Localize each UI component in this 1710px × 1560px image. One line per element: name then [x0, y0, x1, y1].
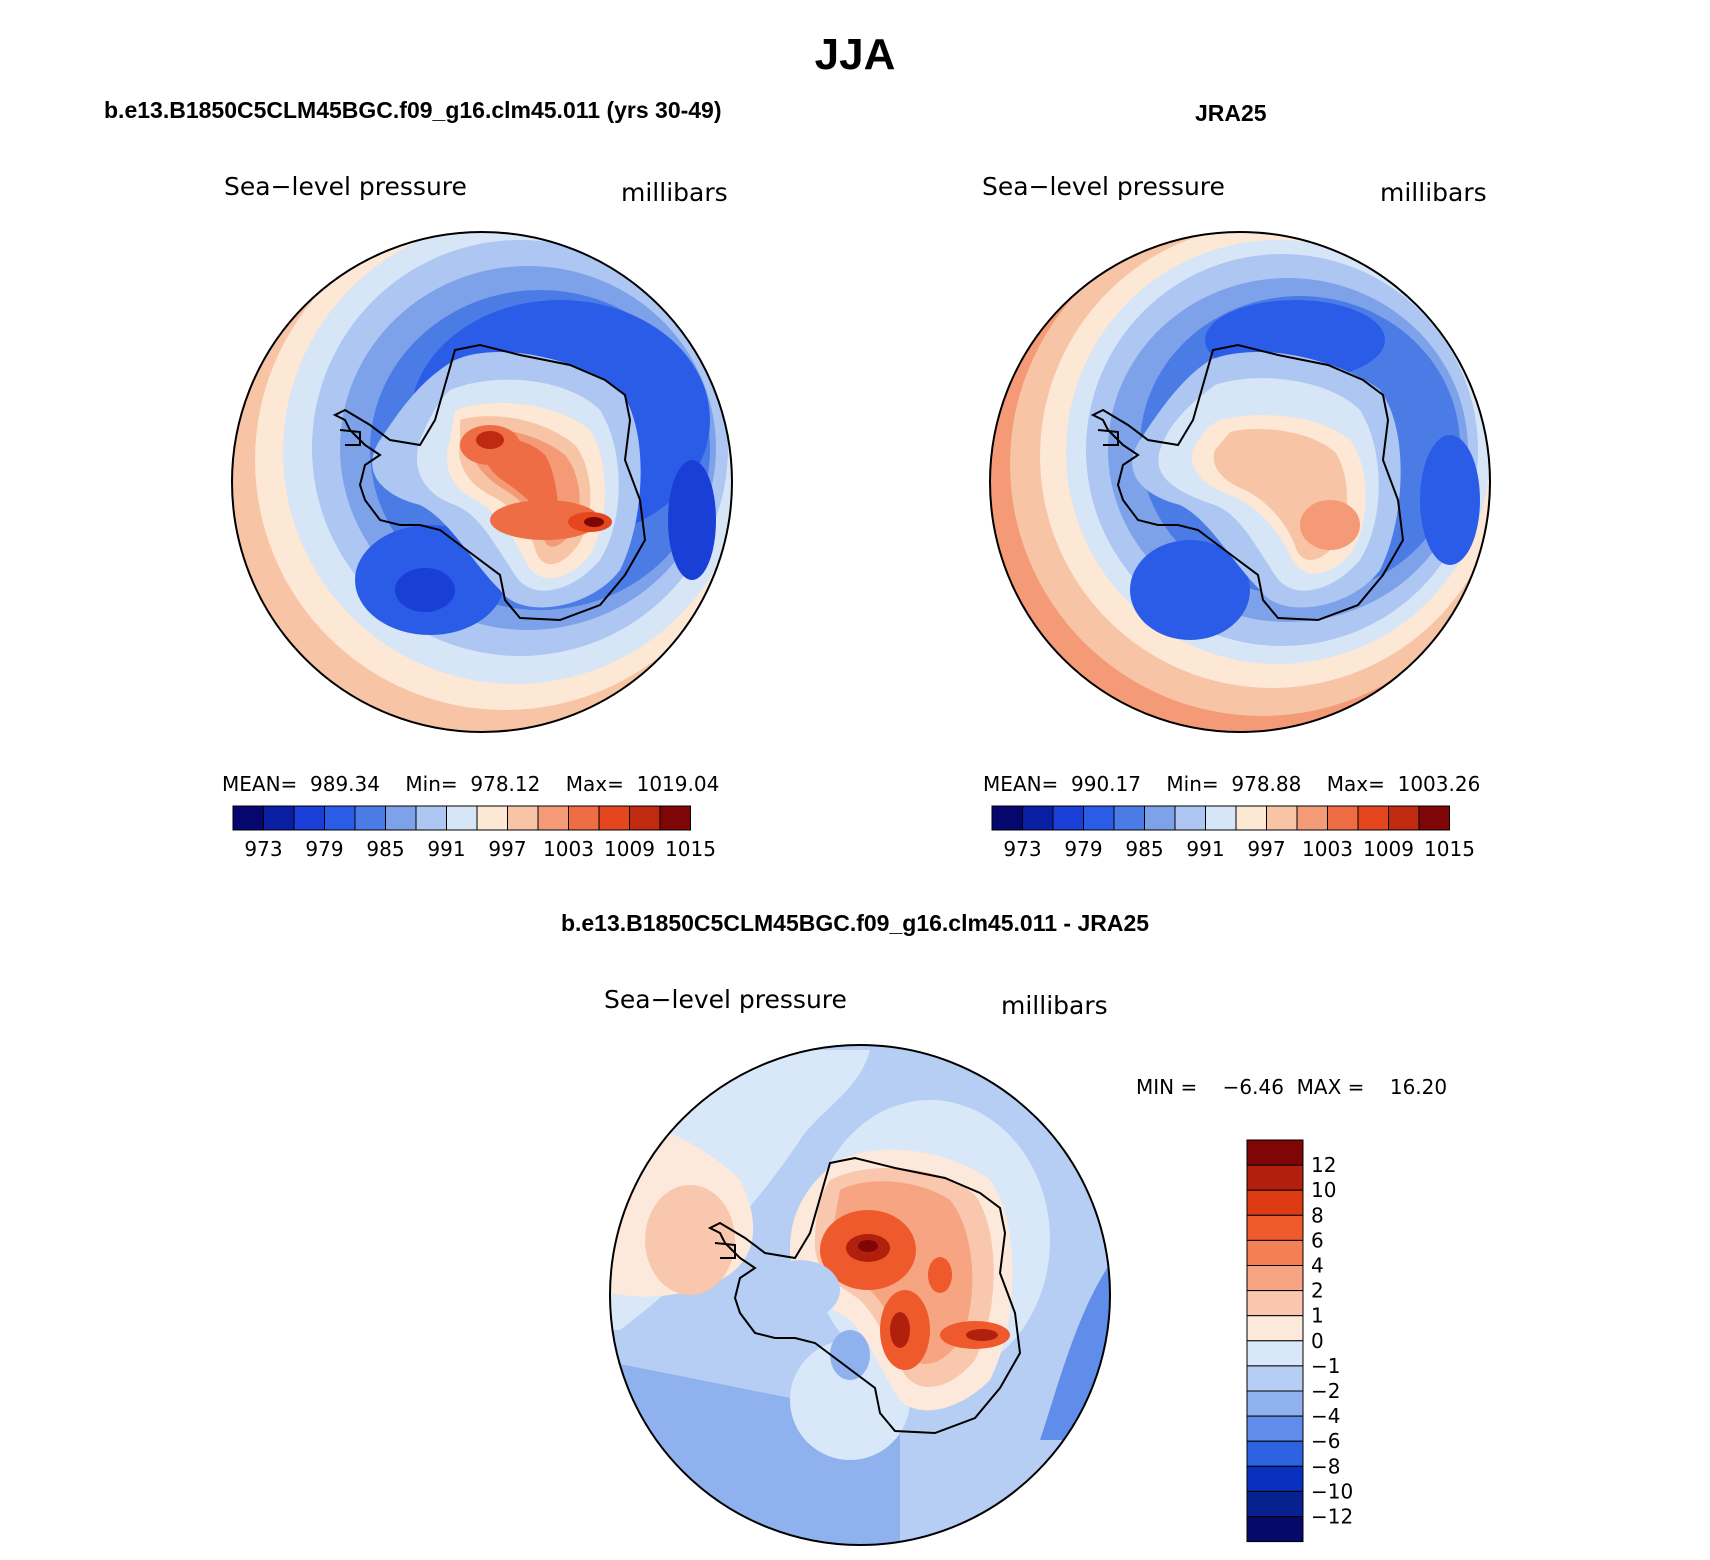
- colorbar-tick-label: 1003: [1302, 837, 1353, 861]
- panel-1-units-label: millibars: [621, 178, 728, 207]
- colorbar-swatch: [1246, 1290, 1304, 1317]
- colorbar-swatch: [1266, 805, 1298, 831]
- colorbar-tick-label: 0: [1311, 1329, 1324, 1353]
- colorbar-swatch: [1052, 805, 1084, 831]
- colorbar-swatch: [1246, 1415, 1304, 1442]
- colorbar-swatch: [1246, 1516, 1304, 1543]
- colorbar-tick-label: 1: [1311, 1304, 1324, 1328]
- colorbar-tick-label: 985: [366, 837, 404, 861]
- colorbar-swatch: [1388, 805, 1420, 831]
- colorbar-swatch: [324, 805, 356, 831]
- colorbar-tick-label: 973: [1003, 837, 1041, 861]
- panel-3-title: b.e13.B1850C5CLM45BGC.f09_g16.clm45.011 …: [560, 910, 1150, 936]
- panel-1-colorbar: 973 979 985 991 997 1003 1009 1015: [232, 805, 716, 861]
- colorbar-tick-label: 991: [427, 837, 465, 861]
- colorbar-tick-label: 997: [1247, 837, 1285, 861]
- colorbar-tick-label: 985: [1125, 837, 1163, 861]
- colorbar-tick-label: 2: [1311, 1279, 1324, 1303]
- page-title: JJA: [814, 30, 896, 79]
- colorbar-swatch: [476, 805, 508, 831]
- panel-2-units-label: millibars: [1380, 178, 1487, 207]
- colorbar-swatch: [1246, 1390, 1304, 1417]
- colorbar-tick-label: 6: [1311, 1228, 1324, 1252]
- colorbar-tick-label: −2: [1311, 1379, 1340, 1403]
- colorbar-swatch: [354, 805, 386, 831]
- colorbar-swatch: [263, 805, 295, 831]
- colorbar-swatch: [1246, 1265, 1304, 1292]
- colorbar-swatch: [1296, 805, 1328, 831]
- colorbar-swatch: [659, 805, 691, 831]
- colorbar-tick-label: 1003: [543, 837, 594, 861]
- colorbar-swatch: [1246, 1189, 1304, 1216]
- colorbar-tick-label: 10: [1311, 1178, 1336, 1202]
- colorbar-tick-label: −10: [1311, 1479, 1353, 1503]
- colorbar-swatch: [1418, 805, 1450, 831]
- colorbar-swatch: [1246, 1440, 1304, 1467]
- colorbar-tick-label: −4: [1311, 1404, 1340, 1428]
- colorbar-tick-label: 973: [244, 837, 282, 861]
- colorbar-swatch: [1174, 805, 1206, 831]
- colorbar-swatch: [1246, 1365, 1304, 1392]
- colorbar-swatch: [1246, 1465, 1304, 1492]
- colorbar-swatch: [598, 805, 630, 831]
- colorbar-swatch: [293, 805, 325, 831]
- colorbar-tick-label: 979: [1064, 837, 1102, 861]
- panel-1-variable-label: Sea−level pressure: [224, 172, 467, 201]
- colorbar-swatch: [1235, 805, 1267, 831]
- panel-2-stats: MEAN= 990.17 Min= 978.88 Max= 1003.26: [983, 772, 1481, 796]
- colorbar-tick-label: −12: [1311, 1505, 1353, 1529]
- colorbar-swatch: [1022, 805, 1054, 831]
- colorbar-tick-label: 1009: [604, 837, 655, 861]
- colorbar-swatch: [446, 805, 478, 831]
- panel-2-variable-label: Sea−level pressure: [982, 172, 1225, 201]
- panel-3-units-label: millibars: [1001, 991, 1108, 1020]
- colorbar-swatch: [385, 805, 417, 831]
- colorbar-tick-label: 4: [1311, 1254, 1324, 1278]
- colorbar-tick-label: 997: [488, 837, 526, 861]
- panel-3-variable-label: Sea−level pressure: [604, 985, 847, 1014]
- colorbar-swatch: [1246, 1164, 1304, 1191]
- colorbar-tick-label: 1009: [1363, 837, 1414, 861]
- colorbar-swatch: [1246, 1239, 1304, 1267]
- panel-1-title: b.e13.B1850C5CLM45BGC.f09_g16.clm45.011 …: [104, 97, 722, 123]
- panel-1-stats: MEAN= 989.34 Min= 978.12 Max= 1019.04: [222, 772, 720, 796]
- colorbar-swatch: [537, 805, 569, 831]
- colorbar-swatch: [1144, 805, 1176, 831]
- colorbar-tick-label: −6: [1311, 1429, 1340, 1453]
- colorbar-swatch: [1113, 805, 1145, 831]
- colorbar-tick-label: 979: [305, 837, 343, 861]
- colorbar-tick-label: −1: [1311, 1354, 1340, 1378]
- colorbar-swatch: [1246, 1490, 1304, 1517]
- colorbar-swatch: [1246, 1340, 1304, 1367]
- colorbar-tick-label: 991: [1186, 837, 1224, 861]
- panel-3-stats: MIN = −6.46 MAX = 16.20: [1136, 1075, 1448, 1099]
- colorbar-tick-label: −8: [1311, 1454, 1340, 1478]
- colorbar-swatch: [1357, 805, 1389, 831]
- colorbar-tick-label: 12: [1311, 1153, 1336, 1177]
- colorbar-swatch: [629, 805, 661, 831]
- colorbar-tick-label: 8: [1311, 1203, 1324, 1227]
- colorbar-swatch: [1246, 1315, 1304, 1342]
- colorbar-swatch: [232, 805, 264, 831]
- colorbar-tick-label: 1015: [665, 837, 716, 861]
- colorbar-swatch: [1246, 1214, 1304, 1241]
- colorbar-tick-label: 1015: [1424, 837, 1475, 861]
- colorbar-swatch: [1327, 805, 1359, 831]
- colorbar-swatch: [1246, 1139, 1304, 1166]
- panel-2-title: JRA25: [1195, 100, 1267, 126]
- panel-2-colorbar: 973 979 985 991 997 1003 1009 1015: [991, 805, 1475, 861]
